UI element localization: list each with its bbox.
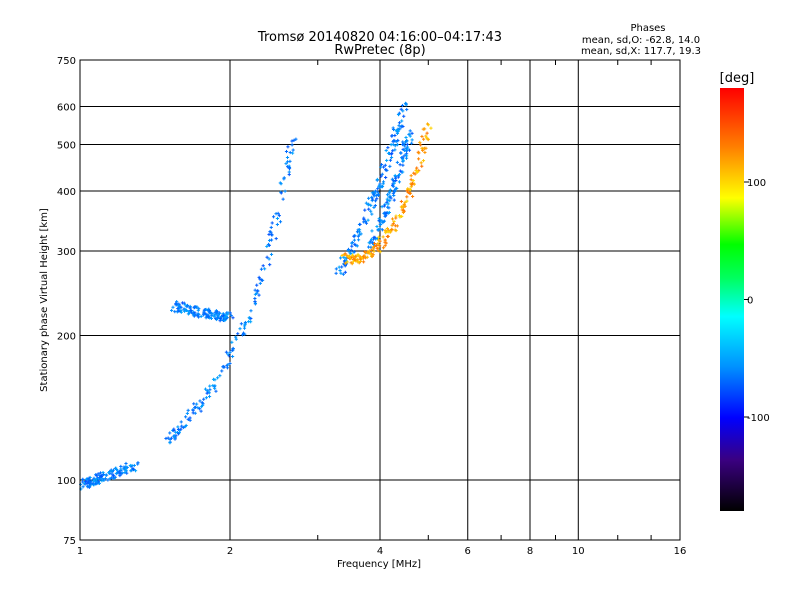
y-axis-label: Stationary phase Virtual Height [km] — [39, 208, 50, 392]
y-tick-label: 75 — [63, 536, 76, 547]
y-tick-label: 300 — [57, 247, 76, 258]
y-tick-label: 500 — [57, 141, 76, 152]
x-tick-label: 1 — [77, 546, 83, 557]
x-tick-label: 10 — [572, 546, 585, 557]
grid-lines — [80, 60, 680, 540]
x-axis-label: Frequency [MHz] — [337, 559, 421, 570]
data-points — [79, 101, 433, 491]
x-tick-label: 4 — [377, 546, 383, 557]
chart-subtitle: RwPretec (8p) — [334, 43, 425, 58]
colorbar-gradient — [720, 88, 744, 511]
y-tick-label: 200 — [57, 332, 76, 343]
x-tick-label: 8 — [527, 546, 533, 557]
y-tick-label: 400 — [57, 187, 76, 198]
colorbar-ticks: 100 0 -100 — [744, 178, 770, 424]
phases-x-stats: mean, sd,X: 117.7, 19.3 — [581, 46, 701, 57]
x-tick-label: 16 — [674, 546, 687, 557]
colorbar-tick-label: 0 — [747, 296, 753, 307]
x-tick-label: 2 — [227, 546, 233, 557]
axes: 1 2 4 6 8 10 16 75 100 200 300 400 500 600 750 — [57, 56, 686, 557]
plot-frame — [79, 59, 681, 541]
phases-heading: Phases — [630, 23, 665, 34]
x-tick-label: 6 — [465, 546, 471, 557]
chart-title-group: Tromsø 20140820 04:16:00–04:17:43 RwPret… — [257, 30, 502, 58]
colorbar-tick-label: -100 — [747, 413, 770, 424]
phases-o-stats: mean, sd,O: -62.8, 14.0 — [582, 35, 700, 46]
phases-summary: Phases mean, sd,O: -62.8, 14.0 mean, sd,… — [581, 23, 701, 57]
chart-title: Tromsø 20140820 04:16:00–04:17:43 — [257, 30, 502, 45]
y-tick-label: 100 — [57, 476, 76, 487]
colorbar-tick-label: 100 — [747, 178, 766, 189]
colorbar-label: [deg] — [720, 71, 755, 86]
colorbar: [deg] 100 0 -100 — [720, 71, 770, 511]
y-tick-label: 750 — [57, 56, 76, 67]
y-tick-label: 600 — [57, 103, 76, 114]
